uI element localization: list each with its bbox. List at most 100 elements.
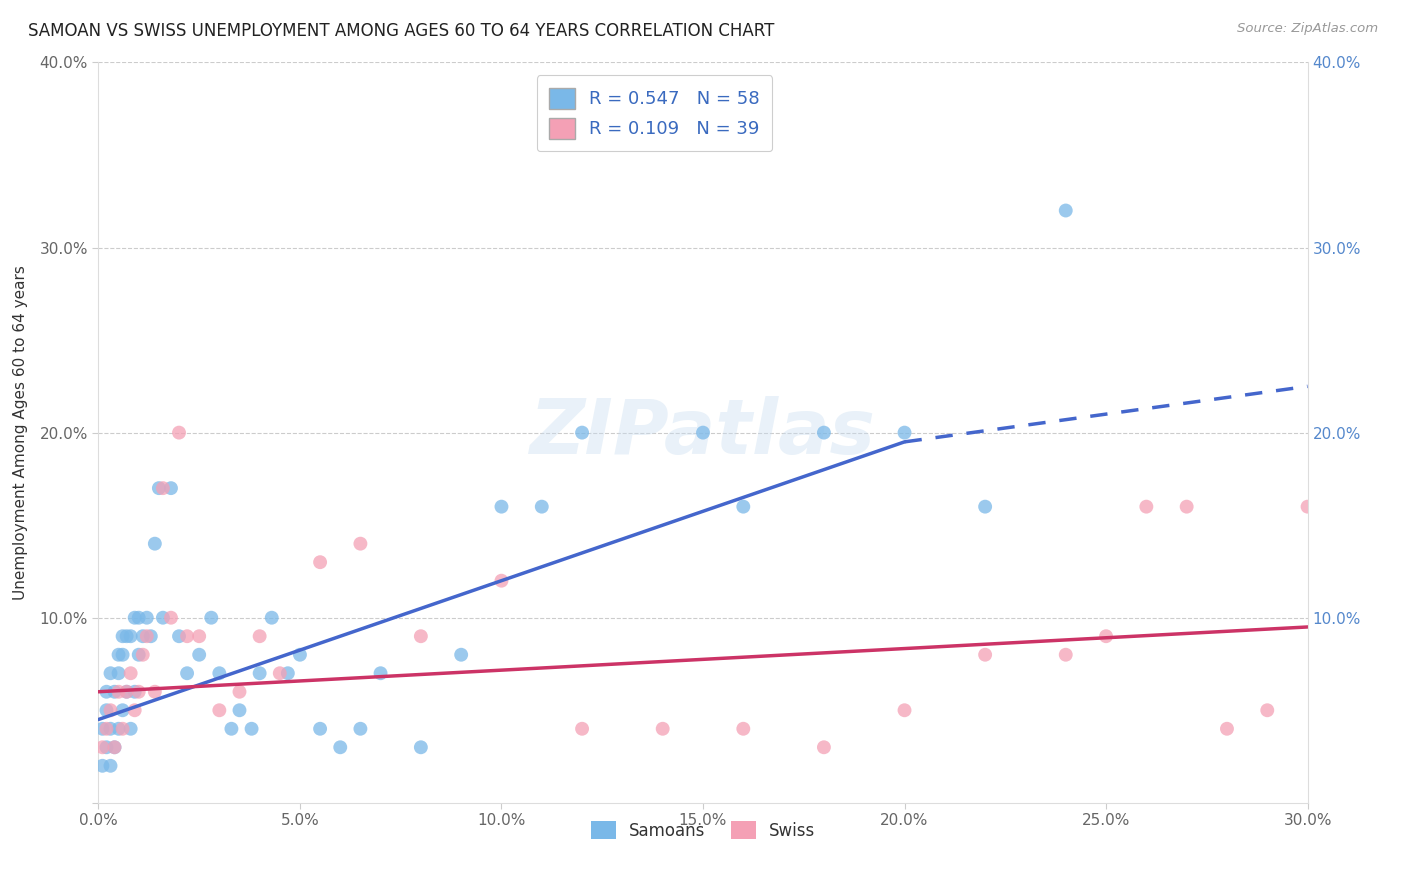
Point xyxy=(260,610,283,624)
Point xyxy=(103,740,125,755)
Point xyxy=(208,666,231,681)
Point xyxy=(111,648,134,662)
Point xyxy=(1054,648,1077,662)
Point xyxy=(893,425,915,440)
Point xyxy=(491,574,513,588)
Point xyxy=(148,481,170,495)
Point xyxy=(1095,629,1118,643)
Point xyxy=(107,648,129,662)
Point xyxy=(128,648,150,662)
Point xyxy=(124,685,146,699)
Point xyxy=(132,648,155,662)
Point xyxy=(240,722,263,736)
Point xyxy=(100,703,122,717)
Point xyxy=(128,610,150,624)
Point xyxy=(409,740,432,755)
Point xyxy=(100,666,122,681)
Point xyxy=(1256,703,1278,717)
Legend: Samoans, Swiss: Samoans, Swiss xyxy=(583,814,823,847)
Point xyxy=(176,666,198,681)
Point xyxy=(277,666,299,681)
Point xyxy=(733,722,755,736)
Point xyxy=(91,758,114,772)
Point xyxy=(200,610,222,624)
Point xyxy=(370,666,392,681)
Point xyxy=(160,610,183,624)
Point xyxy=(188,629,211,643)
Point xyxy=(120,722,142,736)
Point xyxy=(249,666,271,681)
Point xyxy=(120,629,142,643)
Point xyxy=(135,610,157,624)
Point xyxy=(692,425,714,440)
Point xyxy=(491,500,513,514)
Text: ZIPatlas: ZIPatlas xyxy=(530,396,876,469)
Point xyxy=(152,481,174,495)
Point xyxy=(167,629,190,643)
Point xyxy=(571,722,593,736)
Point xyxy=(1054,203,1077,218)
Point xyxy=(167,425,190,440)
Point xyxy=(813,425,835,440)
Point xyxy=(329,740,352,755)
Point xyxy=(530,500,553,514)
Point xyxy=(96,722,118,736)
Point xyxy=(176,629,198,643)
Point xyxy=(128,685,150,699)
Text: SAMOAN VS SWISS UNEMPLOYMENT AMONG AGES 60 TO 64 YEARS CORRELATION CHART: SAMOAN VS SWISS UNEMPLOYMENT AMONG AGES … xyxy=(28,22,775,40)
Point xyxy=(1216,722,1239,736)
Point xyxy=(120,666,142,681)
Point xyxy=(103,685,125,699)
Point xyxy=(221,722,243,736)
Point xyxy=(143,685,166,699)
Point xyxy=(733,500,755,514)
Point xyxy=(111,629,134,643)
Point xyxy=(100,722,122,736)
Point xyxy=(974,500,997,514)
Point xyxy=(1135,500,1157,514)
Point xyxy=(249,629,271,643)
Point xyxy=(111,722,134,736)
Point xyxy=(111,703,134,717)
Point xyxy=(107,666,129,681)
Point xyxy=(893,703,915,717)
Point xyxy=(143,536,166,550)
Point xyxy=(651,722,673,736)
Point xyxy=(152,610,174,624)
Point xyxy=(160,481,183,495)
Point xyxy=(107,722,129,736)
Point xyxy=(135,629,157,643)
Point xyxy=(107,685,129,699)
Point xyxy=(139,629,162,643)
Point xyxy=(228,703,250,717)
Point xyxy=(91,740,114,755)
Y-axis label: Unemployment Among Ages 60 to 64 years: Unemployment Among Ages 60 to 64 years xyxy=(14,265,28,600)
Point xyxy=(974,648,997,662)
Point xyxy=(100,758,122,772)
Point xyxy=(124,703,146,717)
Point xyxy=(288,648,311,662)
Point xyxy=(309,722,332,736)
Point xyxy=(208,703,231,717)
Point xyxy=(409,629,432,643)
Point xyxy=(571,425,593,440)
Point xyxy=(115,685,138,699)
Point xyxy=(103,740,125,755)
Point xyxy=(96,685,118,699)
Point xyxy=(309,555,332,569)
Point xyxy=(269,666,291,681)
Point xyxy=(115,685,138,699)
Point xyxy=(450,648,472,662)
Point xyxy=(115,629,138,643)
Point xyxy=(132,629,155,643)
Point xyxy=(813,740,835,755)
Point xyxy=(124,610,146,624)
Point xyxy=(188,648,211,662)
Point xyxy=(96,703,118,717)
Point xyxy=(1296,500,1319,514)
Point xyxy=(1175,500,1198,514)
Point xyxy=(96,740,118,755)
Point xyxy=(91,722,114,736)
Point xyxy=(228,685,250,699)
Text: Source: ZipAtlas.com: Source: ZipAtlas.com xyxy=(1237,22,1378,36)
